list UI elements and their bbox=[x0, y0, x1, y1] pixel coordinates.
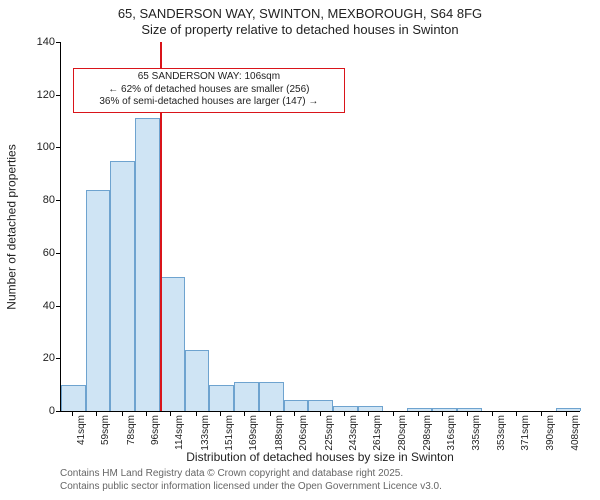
plot-area: 65 SANDERSON WAY: 106sqm← 62% of detache… bbox=[60, 42, 580, 412]
xtick-label: 353sqm bbox=[496, 415, 507, 455]
histogram-bar bbox=[234, 382, 259, 411]
xtick-label: 408sqm bbox=[570, 415, 581, 455]
histogram-bar bbox=[185, 350, 210, 411]
xtick-mark bbox=[566, 412, 567, 416]
xtick-mark bbox=[344, 412, 345, 416]
histogram-bar bbox=[160, 277, 185, 411]
xtick-label: 133sqm bbox=[200, 415, 211, 455]
marker-annotation-line: 36% of semi-detached houses are larger (… bbox=[78, 96, 340, 109]
ytick-label: 40 bbox=[25, 300, 55, 312]
xtick-mark bbox=[516, 412, 517, 416]
ytick-mark bbox=[56, 411, 60, 412]
xtick-label: 243sqm bbox=[348, 415, 359, 455]
marker-annotation-line: ← 62% of detached houses are smaller (25… bbox=[78, 84, 340, 97]
xtick-label: 96sqm bbox=[150, 415, 161, 455]
xtick-label: 390sqm bbox=[545, 415, 556, 455]
xtick-label: 206sqm bbox=[298, 415, 309, 455]
ytick-mark bbox=[56, 147, 60, 148]
xtick-mark bbox=[146, 412, 147, 416]
xtick-mark bbox=[220, 412, 221, 416]
ytick-mark bbox=[56, 42, 60, 43]
marker-annotation-line: 65 SANDERSON WAY: 106sqm bbox=[78, 71, 340, 84]
xtick-mark bbox=[122, 412, 123, 416]
ytick-label: 120 bbox=[25, 89, 55, 101]
histogram-bar bbox=[358, 406, 383, 411]
xtick-label: 41sqm bbox=[76, 415, 87, 455]
xtick-label: 335sqm bbox=[471, 415, 482, 455]
xtick-mark bbox=[270, 412, 271, 416]
xtick-label: 78sqm bbox=[126, 415, 137, 455]
xtick-label: 316sqm bbox=[446, 415, 457, 455]
footer-line-2: Contains public sector information licen… bbox=[60, 481, 580, 492]
footer-line-1: Contains HM Land Registry data © Crown c… bbox=[60, 468, 580, 479]
ytick-label: 20 bbox=[25, 352, 55, 364]
histogram-bar bbox=[86, 190, 111, 411]
xtick-mark bbox=[467, 412, 468, 416]
xtick-mark bbox=[418, 412, 419, 416]
ytick-mark bbox=[56, 306, 60, 307]
xtick-label: 261sqm bbox=[372, 415, 383, 455]
ytick-label: 0 bbox=[25, 405, 55, 417]
xtick-mark bbox=[541, 412, 542, 416]
xtick-label: 371sqm bbox=[520, 415, 531, 455]
xtick-label: 280sqm bbox=[397, 415, 408, 455]
histogram-bar bbox=[209, 385, 234, 411]
xtick-mark bbox=[196, 412, 197, 416]
ytick-mark bbox=[56, 95, 60, 96]
xtick-mark bbox=[393, 412, 394, 416]
xtick-mark bbox=[492, 412, 493, 416]
histogram-bar bbox=[556, 408, 581, 411]
ytick-mark bbox=[56, 200, 60, 201]
histogram-bar bbox=[135, 118, 160, 411]
xtick-mark bbox=[442, 412, 443, 416]
histogram-bar bbox=[432, 408, 457, 411]
histogram-bar bbox=[61, 385, 86, 411]
xtick-label: 225sqm bbox=[324, 415, 335, 455]
xtick-label: 59sqm bbox=[100, 415, 111, 455]
ytick-mark bbox=[56, 253, 60, 254]
xtick-label: 169sqm bbox=[248, 415, 259, 455]
chart-container: 65, SANDERSON WAY, SWINTON, MEXBOROUGH, … bbox=[0, 0, 600, 500]
y-axis-label: Number of detached properties bbox=[2, 42, 22, 412]
xtick-mark bbox=[170, 412, 171, 416]
histogram-bar bbox=[407, 408, 432, 411]
xtick-mark bbox=[72, 412, 73, 416]
ytick-label: 140 bbox=[25, 36, 55, 48]
ytick-mark bbox=[56, 358, 60, 359]
xtick-mark bbox=[244, 412, 245, 416]
marker-annotation: 65 SANDERSON WAY: 106sqm← 62% of detache… bbox=[73, 68, 345, 113]
xtick-label: 114sqm bbox=[174, 415, 185, 455]
histogram-bar bbox=[333, 406, 358, 411]
histogram-bar bbox=[110, 161, 135, 411]
xtick-mark bbox=[320, 412, 321, 416]
xtick-label: 188sqm bbox=[274, 415, 285, 455]
xtick-mark bbox=[294, 412, 295, 416]
xtick-mark bbox=[96, 412, 97, 416]
histogram-bar bbox=[457, 408, 482, 411]
xtick-label: 151sqm bbox=[224, 415, 235, 455]
ytick-label: 80 bbox=[25, 194, 55, 206]
ytick-label: 60 bbox=[25, 247, 55, 259]
histogram-bar bbox=[284, 400, 309, 411]
chart-title-line1: 65, SANDERSON WAY, SWINTON, MEXBOROUGH, … bbox=[0, 6, 600, 21]
ytick-label: 100 bbox=[25, 141, 55, 153]
chart-title-line2: Size of property relative to detached ho… bbox=[0, 22, 600, 37]
xtick-mark bbox=[368, 412, 369, 416]
xtick-label: 298sqm bbox=[422, 415, 433, 455]
y-axis-label-text: Number of detached properties bbox=[5, 144, 19, 309]
histogram-bar bbox=[308, 400, 333, 411]
histogram-bar bbox=[259, 382, 284, 411]
